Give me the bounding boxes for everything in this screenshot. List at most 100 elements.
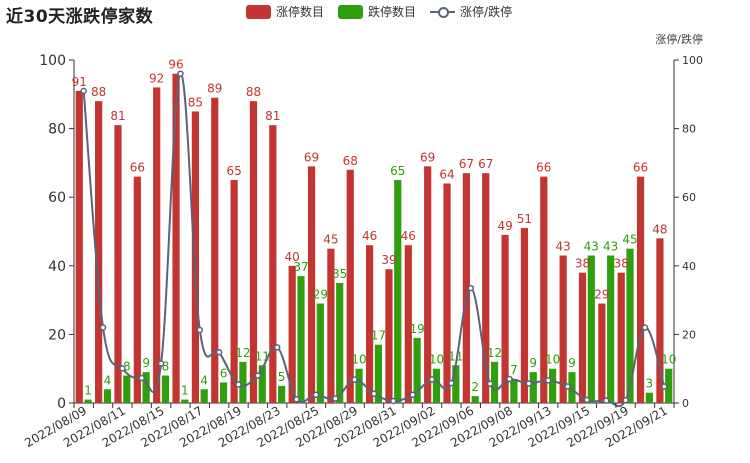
- bar-up-label: 29: [594, 288, 609, 302]
- bar-up: [540, 176, 548, 403]
- bar-down-label: 10: [351, 353, 366, 367]
- bar-up: [598, 303, 606, 403]
- bar-up-label: 69: [304, 150, 319, 164]
- y-left-tick-label: 80: [48, 122, 66, 138]
- ratio-point: [622, 397, 629, 404]
- bar-down: [355, 368, 363, 403]
- bar-up-label: 43: [556, 240, 571, 254]
- bar-up: [366, 245, 374, 403]
- y-left-tick-label: 60: [48, 190, 66, 206]
- legend-label-up: 涨停数目: [276, 5, 325, 19]
- bar-down: [394, 180, 402, 403]
- bar-down: [258, 365, 266, 403]
- bar-up: [617, 272, 625, 403]
- bar-up-label: 46: [401, 229, 416, 243]
- bar-down: [142, 372, 150, 403]
- bar-up-label: 68: [343, 154, 358, 168]
- bar-up: [172, 73, 180, 403]
- bar-up-label: 39: [381, 253, 396, 267]
- y-left-tick-label: 100: [39, 53, 66, 69]
- bar-up-label: 81: [110, 109, 125, 123]
- bar-up-label: 88: [246, 85, 261, 99]
- ratio-point: [177, 70, 184, 77]
- bar-up-label: 91: [72, 75, 87, 89]
- bar-down-label: 2: [471, 380, 479, 394]
- ratio-point: [215, 348, 223, 356]
- ratio-point: [273, 344, 281, 351]
- bar-down: [181, 399, 189, 403]
- bar-down-label: 11: [448, 349, 463, 363]
- bar-down: [316, 303, 324, 403]
- y-right-tick-label: 20: [682, 328, 696, 341]
- ratio-point: [293, 395, 300, 403]
- y-right-tick-label: 60: [682, 191, 696, 204]
- bar-up: [636, 176, 645, 403]
- ratio-point: [332, 395, 339, 402]
- ratio-point: [583, 396, 591, 404]
- bar-down-label: 3: [646, 377, 654, 391]
- legend-item-down[interactable]: 跌停数目: [338, 3, 416, 20]
- ratio-point: [312, 391, 320, 399]
- ratio-point: [119, 365, 126, 372]
- bar-down-label: 8: [162, 360, 170, 374]
- bar-up-label: 85: [188, 95, 203, 109]
- bar-down-label: 9: [142, 356, 150, 370]
- bar-up-label: 96: [168, 58, 183, 72]
- bar-down: [607, 255, 615, 403]
- y-right-tick-label: 100: [682, 54, 703, 67]
- bar-down-label: 12: [235, 346, 250, 360]
- bar-down: [645, 392, 653, 403]
- ratio-point: [564, 383, 571, 390]
- bar-up: [482, 173, 490, 403]
- bar-up: [404, 245, 412, 403]
- bar-down-label: 5: [278, 370, 286, 384]
- bar-up-label: 66: [536, 161, 551, 175]
- bar-down: [161, 375, 170, 403]
- bar-up-label: 45: [323, 233, 338, 247]
- ratio-point: [603, 397, 610, 404]
- bar-up: [133, 176, 141, 403]
- bar-down-label: 19: [409, 322, 424, 336]
- bar-down-label: 10: [545, 353, 560, 367]
- bar-up: [249, 101, 258, 403]
- ratio-point: [506, 375, 513, 383]
- bar-up: [656, 238, 664, 403]
- legend-item-ratio[interactable]: 涨停/跌停: [430, 3, 512, 20]
- bar-up: [75, 90, 83, 404]
- bar-up-label: 65: [226, 164, 241, 178]
- bar-up-label: 38: [575, 257, 590, 271]
- bar-down: [374, 344, 382, 403]
- bar-down-label: 35: [332, 267, 347, 281]
- legend-label-down: 跌停数目: [368, 5, 417, 19]
- bar-up-label: 48: [652, 222, 667, 236]
- bar-up-label: 66: [633, 161, 648, 175]
- bar-up-label: 92: [149, 71, 164, 85]
- chart-title: 近30天涨跌停家数: [6, 7, 154, 27]
- bar-down-label: 29: [313, 288, 328, 302]
- ratio-point: [370, 390, 378, 397]
- bar-up: [327, 248, 335, 403]
- ratio-point: [448, 379, 455, 387]
- bar-up: [559, 255, 567, 403]
- bar-down: [568, 372, 576, 403]
- ratio-point: [544, 377, 552, 384]
- ratio-point: [196, 326, 204, 334]
- bar-up: [385, 269, 393, 403]
- bar-up: [95, 101, 103, 403]
- bar-up: [578, 272, 587, 403]
- legend-item-up[interactable]: 涨停数目: [246, 3, 324, 20]
- ratio-point: [138, 374, 145, 382]
- bar-up: [288, 265, 296, 403]
- y-left-tick-label: 40: [48, 259, 66, 275]
- bar-up-label: 64: [439, 167, 454, 181]
- bar-up-label: 51: [517, 212, 532, 226]
- bar-down: [587, 255, 595, 403]
- bar-down-label: 8: [123, 360, 131, 374]
- bar-down-label: 17: [371, 329, 386, 343]
- bar-down: [529, 372, 537, 403]
- ratio-point: [641, 324, 649, 331]
- bar-down-label: 45: [622, 233, 637, 247]
- bar-down-label: 4: [104, 373, 112, 387]
- bar-down: [123, 375, 131, 403]
